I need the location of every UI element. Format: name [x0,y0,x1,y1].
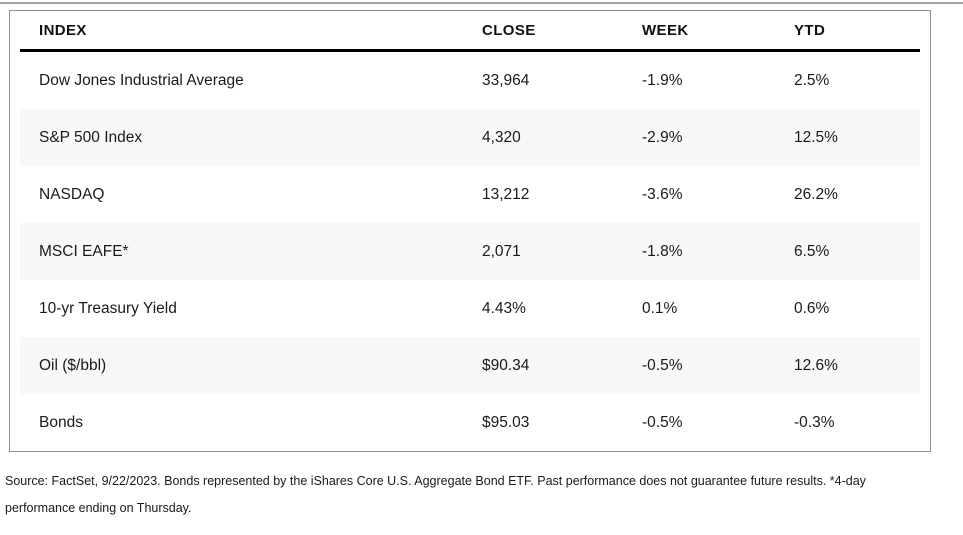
week-cell: -3.6% [642,185,683,203]
table-inner: INDEX CLOSE WEEK YTD Dow Jones Industria… [20,11,920,451]
ytd-cell: 0.6% [794,299,830,317]
ytd-cell: -0.3% [794,413,835,431]
column-header-index: INDEX [39,21,87,39]
close-cell: 13,212 [482,185,530,203]
week-cell: -0.5% [642,356,683,374]
week-cell: -2.9% [642,128,683,146]
week-cell: -0.5% [642,413,683,431]
index-cell: Dow Jones Industrial Average [39,71,244,89]
column-header-ytd: YTD [794,21,826,39]
index-cell: 10-yr Treasury Yield [39,299,177,317]
close-cell: 4.43% [482,299,526,317]
table-row-sp500: S&P 500 Index 4,320 -2.9% 12.5% [20,109,920,166]
close-cell: $95.03 [482,413,530,431]
week-cell: -1.9% [642,71,683,89]
index-cell: Oil ($/bbl) [39,356,107,374]
index-cell: NASDAQ [39,185,105,203]
table-row-oil: Oil ($/bbl) $90.34 -0.5% 12.6% [20,337,920,394]
table-row-msci-eafe: MSCI EAFE* 2,071 -1.8% 6.5% [20,223,920,280]
close-cell: 33,964 [482,71,530,89]
table-row-bonds: Bonds $95.03 -0.5% -0.3% [20,394,920,451]
ytd-cell: 2.5% [794,71,830,89]
page-top-divider [0,2,963,4]
index-cell: MSCI EAFE* [39,242,129,260]
header-divider-rule [20,49,920,52]
table-body: Dow Jones Industrial Average 33,964 -1.9… [20,52,920,451]
close-cell: $90.34 [482,356,530,374]
column-header-week: WEEK [642,21,689,39]
week-cell: -1.8% [642,242,683,260]
table-row-dow-jones: Dow Jones Industrial Average 33,964 -1.9… [20,52,920,109]
week-cell: 0.1% [642,299,678,317]
ytd-cell: 6.5% [794,242,830,260]
table-header-row: INDEX CLOSE WEEK YTD [20,11,920,49]
market-index-table: INDEX CLOSE WEEK YTD Dow Jones Industria… [9,10,931,452]
index-cell: S&P 500 Index [39,128,143,146]
ytd-cell: 26.2% [794,185,838,203]
source-footnote: Source: FactSet, 9/22/2023. Bonds repres… [5,474,866,515]
ytd-cell: 12.6% [794,356,838,374]
close-cell: 4,320 [482,128,521,146]
index-cell: Bonds [39,413,83,431]
table-row-nasdaq: NASDAQ 13,212 -3.6% 26.2% [20,166,920,223]
table-row-treasury-yield: 10-yr Treasury Yield 4.43% 0.1% 0.6% [20,280,920,337]
close-cell: 2,071 [482,242,521,260]
ytd-cell: 12.5% [794,128,838,146]
column-header-close: CLOSE [482,21,536,39]
